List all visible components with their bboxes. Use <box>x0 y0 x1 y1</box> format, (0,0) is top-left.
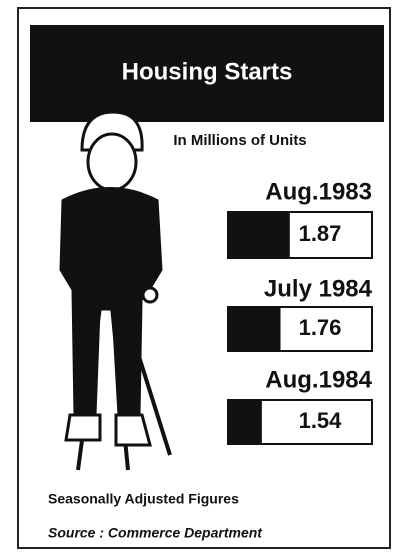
note: Seasonally Adjusted Figures <box>48 491 239 507</box>
value-label: 1.54 <box>299 408 343 433</box>
value-label: 1.76 <box>299 315 342 340</box>
category-label: Aug.1983 <box>265 178 372 205</box>
category-label: Aug.1984 <box>265 366 372 393</box>
category-label: July 1984 <box>264 275 373 302</box>
bar <box>228 400 262 444</box>
note: Source : Commerce Department <box>48 525 263 541</box>
value-label: 1.87 <box>299 221 342 246</box>
chart: Housing Starts In Millions of Units Seas… <box>0 0 416 560</box>
subtitle: In Millions of Units <box>173 132 306 149</box>
bar <box>228 307 281 351</box>
bar <box>228 212 290 258</box>
chart-title: Housing Starts <box>122 58 293 85</box>
